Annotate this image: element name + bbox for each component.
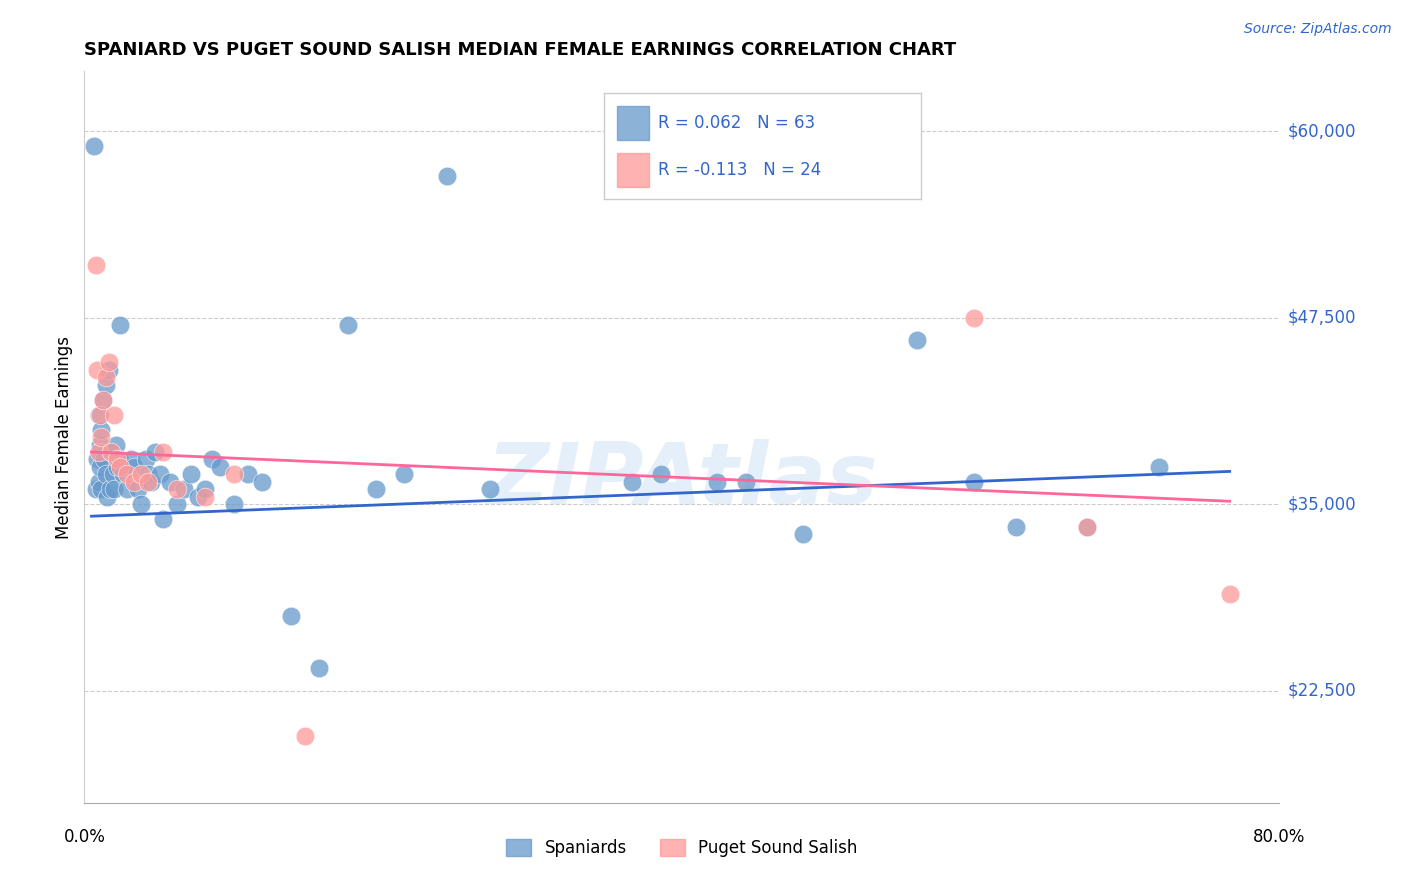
Point — [97, 355, 120, 369]
Text: $35,000: $35,000 — [1288, 495, 1357, 513]
Point — [436, 169, 458, 183]
Point — [87, 475, 110, 489]
Point — [97, 363, 120, 377]
Point — [87, 445, 110, 459]
Point — [194, 490, 217, 504]
Point — [187, 490, 209, 504]
Point — [90, 483, 112, 497]
Point — [152, 512, 174, 526]
Point — [180, 467, 202, 482]
Point — [122, 475, 145, 489]
Point — [111, 467, 134, 482]
Text: $22,500: $22,500 — [1288, 681, 1357, 700]
Point — [138, 475, 160, 489]
Point — [91, 392, 114, 407]
Point — [194, 483, 217, 497]
Point — [104, 437, 127, 451]
Point — [792, 527, 814, 541]
Point — [149, 467, 172, 482]
Point — [1219, 587, 1241, 601]
Point — [735, 475, 758, 489]
Point — [89, 408, 111, 422]
Point — [100, 445, 122, 459]
Point — [706, 475, 728, 489]
Point — [108, 318, 131, 332]
Point — [84, 259, 107, 273]
Point — [166, 483, 188, 497]
Point — [103, 483, 125, 497]
Point — [208, 459, 231, 474]
Point — [166, 497, 188, 511]
Point — [84, 483, 107, 497]
Point — [98, 483, 121, 497]
Point — [100, 445, 122, 459]
Point — [280, 609, 302, 624]
Point — [127, 483, 149, 497]
Point — [962, 475, 984, 489]
Point — [478, 483, 501, 497]
Point — [236, 467, 259, 482]
Point — [621, 475, 644, 489]
Point — [108, 459, 131, 474]
Point — [336, 318, 359, 332]
Point — [93, 452, 115, 467]
Point — [159, 475, 181, 489]
Point — [94, 467, 117, 482]
Point — [103, 408, 125, 422]
Text: SPANIARD VS PUGET SOUND SALISH MEDIAN FEMALE EARNINGS CORRELATION CHART: SPANIARD VS PUGET SOUND SALISH MEDIAN FE… — [84, 41, 956, 59]
Point — [650, 467, 672, 482]
Point — [962, 310, 984, 325]
Point — [83, 139, 105, 153]
Point — [152, 445, 174, 459]
Text: $47,500: $47,500 — [1288, 309, 1357, 326]
Point — [138, 467, 160, 482]
Point — [94, 377, 117, 392]
Point — [135, 452, 157, 467]
Text: Source: ZipAtlas.com: Source: ZipAtlas.com — [1244, 22, 1392, 37]
Point — [1076, 519, 1098, 533]
Point — [90, 430, 112, 444]
Point — [105, 459, 128, 474]
Point — [90, 423, 112, 437]
Point — [364, 483, 387, 497]
Point — [1005, 519, 1028, 533]
Point — [122, 459, 145, 474]
Point — [294, 729, 316, 743]
Point — [120, 452, 142, 467]
Point — [173, 483, 195, 497]
Point — [87, 408, 110, 422]
Text: $60,000: $60,000 — [1288, 122, 1357, 140]
Point — [145, 445, 167, 459]
Point — [91, 392, 114, 407]
Point — [115, 467, 138, 482]
Text: 0.0%: 0.0% — [63, 828, 105, 846]
Point — [86, 452, 108, 467]
Point — [141, 475, 163, 489]
Point — [89, 459, 111, 474]
Point — [115, 483, 138, 497]
Text: 80.0%: 80.0% — [1253, 828, 1306, 846]
Text: ZIPAtlas: ZIPAtlas — [486, 440, 877, 523]
Point — [222, 497, 245, 511]
Point — [89, 437, 111, 451]
Point — [222, 467, 245, 482]
Point — [94, 370, 117, 384]
Point — [129, 467, 152, 482]
Point — [1076, 519, 1098, 533]
Point — [905, 333, 928, 347]
Point — [86, 363, 108, 377]
Point — [1147, 459, 1170, 474]
Legend: Spaniards, Puget Sound Salish: Spaniards, Puget Sound Salish — [499, 832, 865, 864]
Point — [96, 490, 118, 504]
Point — [201, 452, 224, 467]
Point — [107, 452, 129, 467]
Point — [250, 475, 273, 489]
Point — [105, 452, 128, 467]
Point — [101, 467, 124, 482]
Point — [394, 467, 416, 482]
Point — [129, 497, 152, 511]
Point — [308, 661, 330, 675]
Y-axis label: Median Female Earnings: Median Female Earnings — [55, 335, 73, 539]
